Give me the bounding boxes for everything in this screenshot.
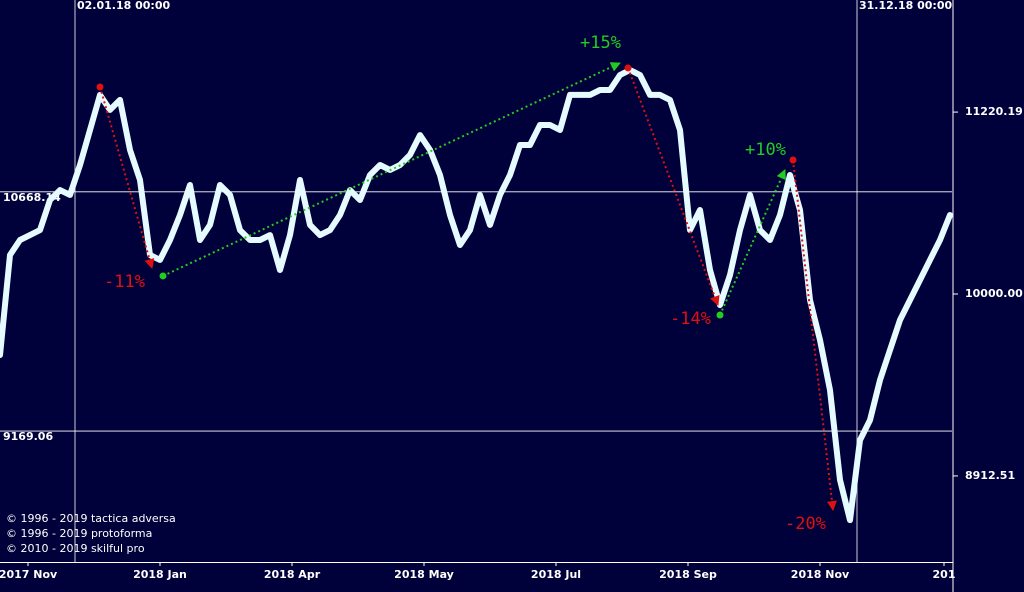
- x-tick-label: 2018 Jan: [133, 568, 187, 581]
- move-arrow: [792, 159, 837, 512]
- level-label: 10668.14: [3, 191, 61, 204]
- y-tick-label: 10000.00: [965, 287, 1023, 300]
- move-arrow: [627, 67, 720, 307]
- move-label: -14%: [670, 309, 711, 329]
- x-tick-label: 2018 Nov: [791, 568, 850, 581]
- marker-label: 31.12.18 00:00: [859, 0, 952, 12]
- move-label: -11%: [104, 272, 145, 292]
- move-label: +10%: [745, 140, 786, 160]
- move-arrow: [99, 86, 155, 269]
- move-start: [159, 272, 167, 280]
- move-arrow: [162, 62, 621, 277]
- move-start: [624, 64, 632, 72]
- credit: © 1996 - 2019 protoforma: [6, 527, 152, 540]
- credit: © 1996 - 2019 tactica adversa: [6, 512, 176, 525]
- move-arrow: [719, 168, 786, 316]
- move-start: [716, 311, 724, 319]
- credit: © 2010 - 2019 skilful pro: [6, 542, 145, 555]
- x-tick-label: 2018 Apr: [264, 568, 321, 581]
- price-line: [0, 67, 953, 524]
- move-start: [789, 156, 797, 164]
- level-label: 9169.06: [3, 430, 53, 443]
- x-tick-label: 2018 Sep: [659, 568, 717, 581]
- move-label: +15%: [580, 33, 621, 53]
- move-label: -20%: [785, 514, 826, 534]
- x-tick-label: 2018 May: [394, 568, 454, 581]
- marker-label: 02.01.18 00:00: [77, 0, 170, 12]
- x-tick-label: 2018 Jul: [531, 568, 581, 581]
- move-start: [96, 83, 104, 91]
- x-tick-label: 201: [933, 568, 956, 581]
- y-tick-label: 8912.51: [965, 469, 1015, 482]
- y-tick-label: 11220.19: [965, 105, 1023, 118]
- x-tick-label: 2017 Nov: [0, 568, 58, 581]
